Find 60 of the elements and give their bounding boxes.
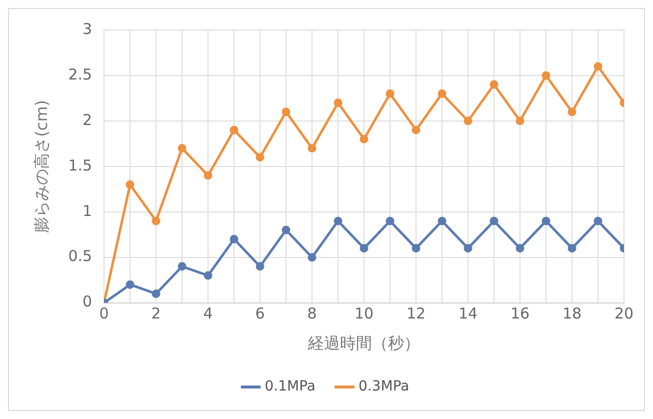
x-tick-label: 10 (354, 304, 374, 323)
point (594, 216, 602, 226)
point (386, 89, 394, 98)
y-tick-label: 2.5 (68, 65, 92, 84)
x-tick-label: 18 (562, 304, 582, 323)
legend-label: 0.1MPa (264, 378, 316, 395)
point (282, 108, 290, 116)
point (516, 116, 524, 126)
y-tick-label: 0.5 (68, 247, 92, 266)
point (516, 244, 524, 252)
legend-label: 0.3MPa (358, 378, 410, 395)
x-tick-label: 6 (255, 304, 265, 323)
point (412, 126, 420, 134)
x-tick-label: 20 (614, 304, 634, 323)
x-tick-label: 12 (406, 304, 426, 323)
y-tick-label: 0 (82, 292, 92, 311)
point (360, 134, 368, 144)
point (126, 280, 134, 289)
point (568, 108, 576, 116)
point (568, 244, 576, 252)
x-tick-label: 16 (510, 304, 530, 323)
point (438, 216, 446, 226)
point (204, 171, 212, 180)
point (152, 216, 160, 226)
x-tick-label: 4 (203, 304, 213, 323)
y-tick-label: 1 (82, 202, 92, 220)
x-tick-label: 2 (151, 304, 161, 323)
point (542, 71, 550, 80)
point (308, 253, 316, 262)
point (542, 216, 550, 226)
point (594, 62, 602, 71)
point (464, 116, 472, 126)
point (360, 244, 368, 252)
point (230, 126, 238, 134)
point (490, 80, 498, 89)
y-axis-title: 膨らみの高さ(cm) (32, 100, 51, 233)
point (152, 289, 160, 298)
point (334, 216, 342, 226)
point (490, 216, 498, 226)
x-axis-title: 経過時間（秒） (307, 334, 420, 353)
point (178, 262, 186, 271)
x-tick-label: 0 (99, 304, 109, 323)
y-tick-label: 3 (82, 20, 92, 38)
point (204, 271, 212, 280)
point (256, 153, 264, 162)
point (386, 216, 394, 226)
y-tick-label: 1.5 (68, 156, 92, 174)
point (256, 262, 264, 271)
point (334, 98, 342, 107)
point (308, 144, 316, 152)
point (178, 144, 186, 152)
point (412, 244, 420, 252)
point (438, 89, 446, 98)
point (230, 234, 238, 244)
point (126, 180, 134, 189)
point (282, 226, 290, 234)
point (464, 244, 472, 252)
y-tick-label: 2 (82, 110, 92, 129)
x-tick-label: 8 (307, 304, 317, 323)
x-tick-label: 14 (458, 304, 478, 323)
